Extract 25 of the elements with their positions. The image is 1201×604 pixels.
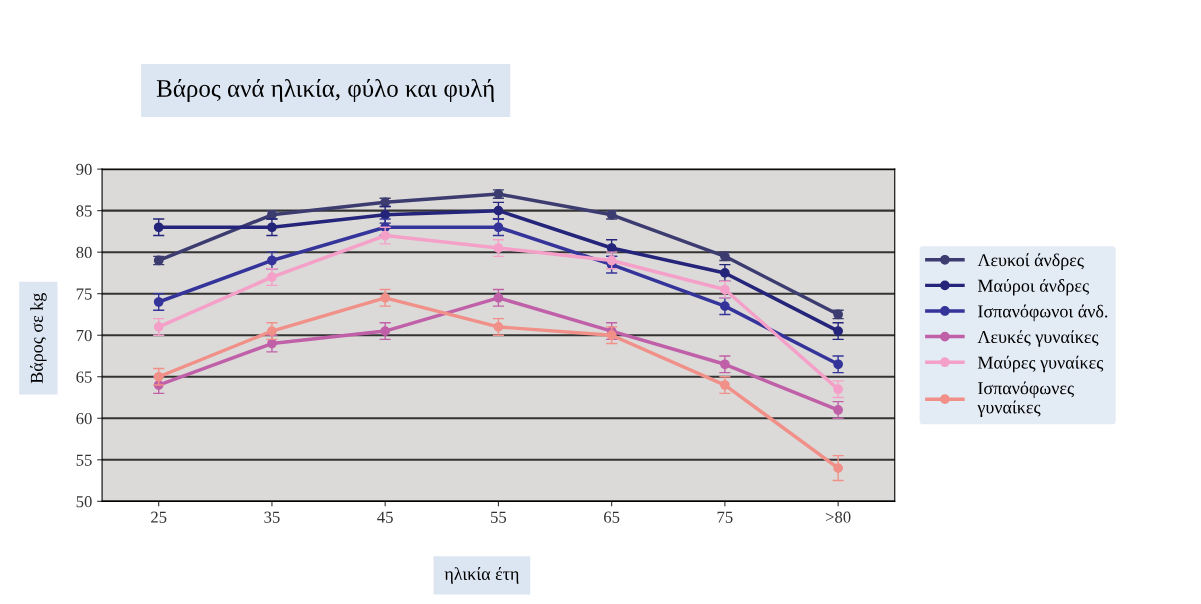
legend-label: Ισπανόφωνοι άνδ. [978, 304, 1108, 322]
x-tick-label: 75 [717, 511, 733, 523]
y-tick-label: 65 [76, 371, 92, 383]
y-tick-label: 80 [76, 246, 92, 259]
legend-label: Λευκοί άνδρες [977, 253, 1084, 270]
y-tick-label: 60 [76, 412, 92, 425]
legend-label: Μαύροι άνδρες [977, 278, 1089, 296]
legend-label: Ισπανόφωνες γυναίκες [977, 381, 1074, 418]
x-tick-label: >80 [825, 511, 851, 523]
legend-label: Λευκές γυναίκες [977, 330, 1099, 347]
x-tick-label: 35 [264, 511, 280, 523]
chart-title: Βάρος ανά ηλικία, φύλο και φυλή [156, 79, 494, 102]
y-tick-label: 50 [76, 496, 92, 508]
x-tick-label: 65 [604, 511, 620, 523]
legend-label: Μαύρες γυναίκες [977, 355, 1104, 373]
y-tick-label: 90 [76, 163, 92, 176]
y-tick-label: 85 [76, 205, 92, 217]
y-tick-label: 55 [76, 454, 92, 466]
y-tick-label: 70 [76, 329, 92, 342]
x-tick-label: 45 [377, 511, 393, 523]
x-tick-label: 25 [151, 511, 167, 523]
y-axis-title: Βάρος σε kg [30, 293, 47, 384]
x-tick-label: 55 [491, 511, 507, 523]
x-axis-title: ηλικία έτη [444, 567, 519, 584]
y-tick-label: 75 [76, 288, 92, 300]
